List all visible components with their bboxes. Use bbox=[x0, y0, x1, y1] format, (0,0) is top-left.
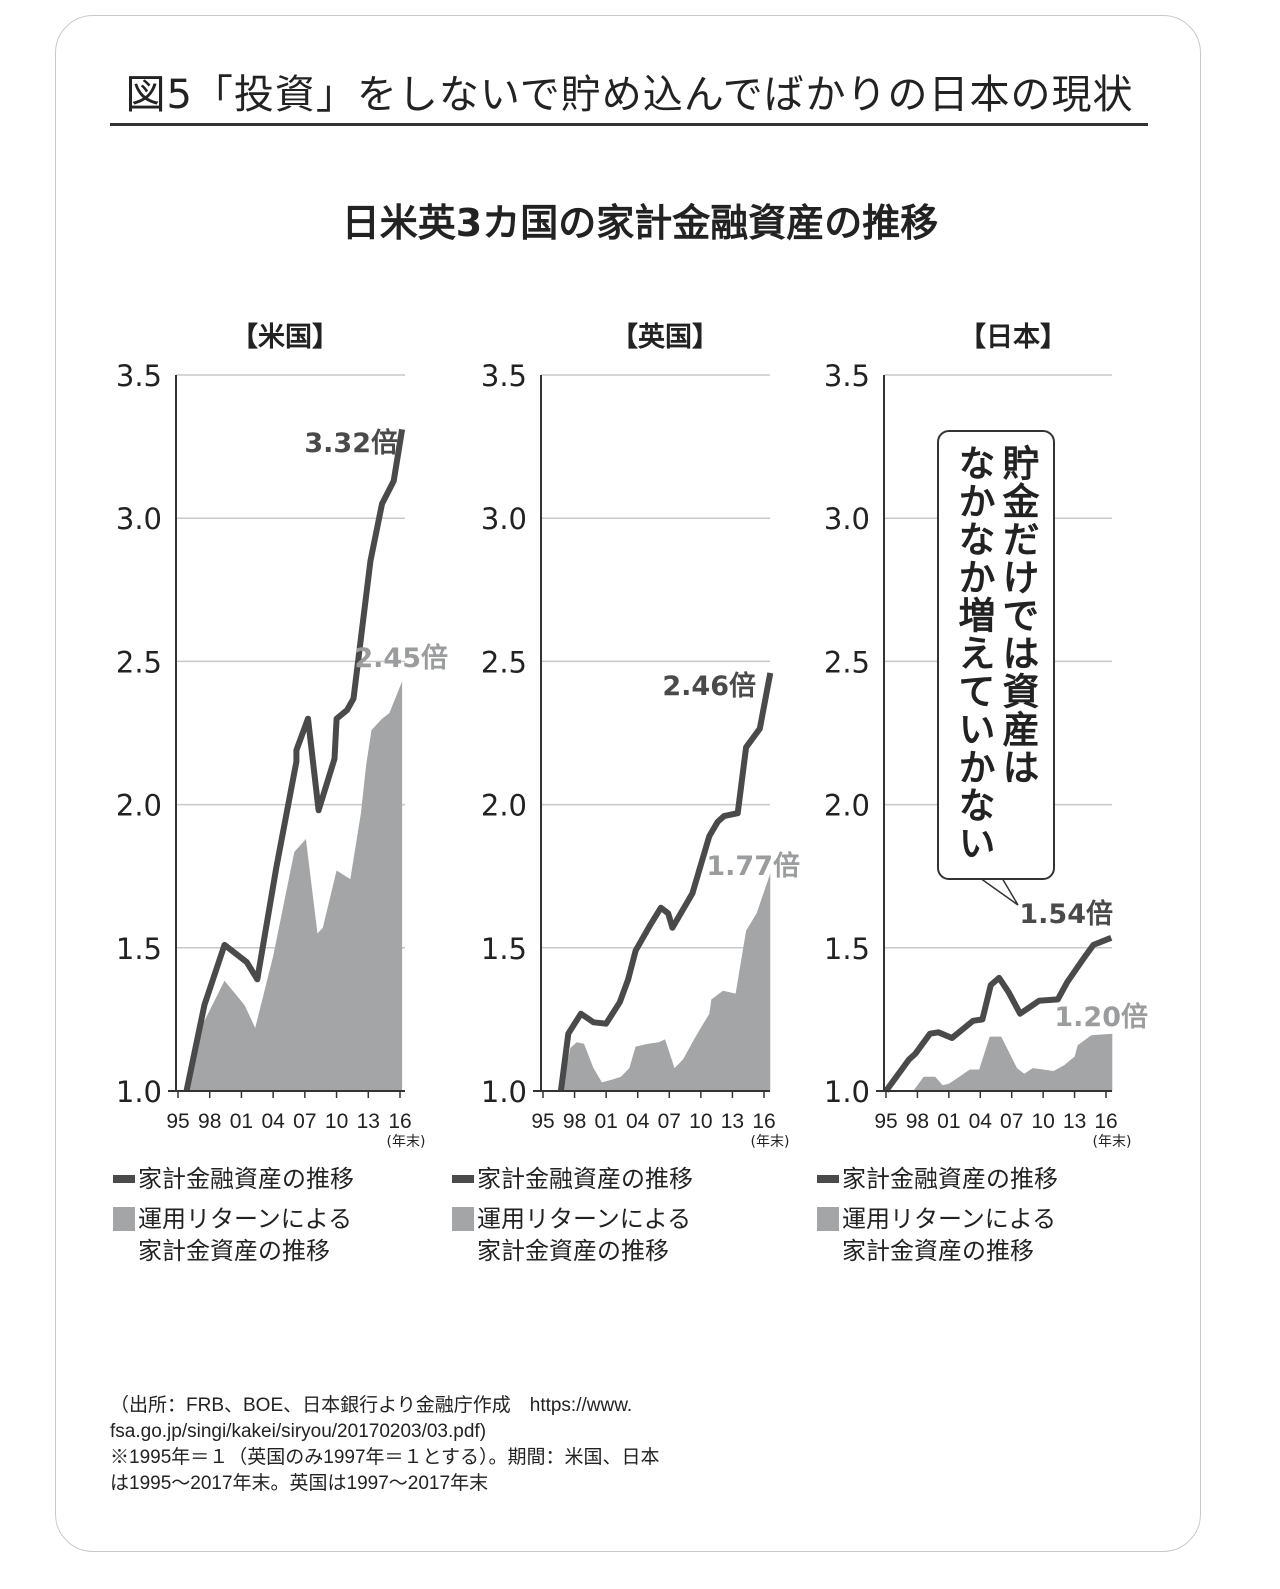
line-series-uk bbox=[557, 672, 774, 1092]
callout-line-1: 貯金だけでは資産は bbox=[996, 444, 1039, 786]
y-tick-label: 1.5 bbox=[481, 932, 527, 966]
line-series-jp bbox=[883, 935, 1113, 1093]
legend-line-swatch bbox=[113, 1175, 135, 1183]
legend-area-swatch bbox=[113, 1207, 135, 1231]
area-series-jp bbox=[913, 1033, 1113, 1091]
source-note: （出所：FRB、BOE、日本銀行より金融庁作成 https://www. fsa… bbox=[110, 1393, 659, 1497]
line-end-label: 1.54倍 bbox=[1019, 898, 1113, 930]
x-tick-label: 16 bbox=[752, 1110, 775, 1133]
y-tick-label: 3.0 bbox=[116, 502, 162, 536]
callout-tail bbox=[979, 877, 1019, 906]
legend-line-label: 家計金融資産の推移 bbox=[842, 1165, 1058, 1193]
y-tick-label: 1.0 bbox=[481, 1075, 527, 1109]
y-tick-label: 2.5 bbox=[116, 645, 162, 679]
y-tick-label: 1.0 bbox=[116, 1075, 162, 1109]
chart-subtitle: 日米英3カ国の家計金融資産の推移 bbox=[341, 201, 939, 245]
callout-line-2: なかなか増えていかない bbox=[952, 444, 995, 862]
line-end-label: 2.46倍 bbox=[662, 670, 756, 702]
y-tick-label: 2.0 bbox=[824, 789, 870, 823]
figure-title: 図5「投資」をしないで貯め込んでばかりの日本の現状 bbox=[125, 72, 1134, 118]
y-tick-label: 2.0 bbox=[481, 789, 527, 823]
x-tick-label: 04 bbox=[261, 1110, 285, 1133]
x-tick-label: 01 bbox=[594, 1110, 617, 1133]
y-tick-label: 3.5 bbox=[116, 359, 162, 393]
legend-area-label-2: 家計金資産の推移 bbox=[477, 1237, 669, 1265]
y-tick-label: 3.0 bbox=[481, 502, 527, 536]
x-tick-label: 13 bbox=[721, 1110, 744, 1133]
y-tick-label: 3.0 bbox=[824, 502, 870, 536]
x-tick-label: 07 bbox=[658, 1110, 681, 1133]
source-line: ※1995年＝１（英国のみ1997年＝１とする）。期間：米国、日本 bbox=[110, 1447, 660, 1468]
callout-text: 貯金だけでは資産は なかなか増えていかない bbox=[951, 444, 1039, 862]
legend-area-label-2: 家計金資産の推移 bbox=[842, 1237, 1034, 1265]
x-tick-label: 10 bbox=[325, 1110, 348, 1133]
legend-area-label: 運用リターンによる bbox=[477, 1205, 692, 1233]
x-unit-label: (年末) bbox=[751, 1134, 790, 1150]
x-tick-label: 16 bbox=[388, 1110, 411, 1133]
x-tick-label: 98 bbox=[198, 1110, 221, 1133]
legend-line-label: 家計金融資産の推移 bbox=[477, 1165, 693, 1193]
x-tick-label: 04 bbox=[969, 1110, 993, 1133]
x-tick-label: 01 bbox=[230, 1110, 253, 1133]
x-tick-label: 95 bbox=[531, 1110, 554, 1133]
y-tick-label: 3.5 bbox=[481, 359, 527, 393]
source-line: fsa.go.jp/singi/kakei/siryou/20170203/03… bbox=[110, 1421, 487, 1442]
source-line: （出所：FRB、BOE、日本銀行より金融庁作成 https://www. bbox=[110, 1395, 633, 1416]
line-end-label: 3.32倍 bbox=[304, 427, 398, 459]
x-tick-label: 13 bbox=[1063, 1110, 1086, 1133]
y-tick-label: 1.0 bbox=[824, 1075, 870, 1109]
x-tick-label: 10 bbox=[689, 1110, 712, 1133]
legend-uk: 家計金融資産の推移 運用リターンによる 家計金資産の推移 bbox=[452, 1163, 693, 1267]
legend-area-label: 運用リターンによる bbox=[138, 1205, 353, 1233]
y-tick-label: 1.5 bbox=[116, 932, 162, 966]
x-tick-label: 16 bbox=[1094, 1110, 1117, 1133]
y-tick-label: 2.5 bbox=[824, 645, 870, 679]
x-tick-label: 10 bbox=[1031, 1110, 1054, 1133]
source-line: は1995～2017年末。英国は1997～2017年末 bbox=[110, 1473, 489, 1494]
panel-title-us: 【米国】 bbox=[231, 322, 339, 353]
title-divider bbox=[110, 123, 1148, 126]
x-tick-label: 07 bbox=[1000, 1110, 1023, 1133]
x-tick-label: 13 bbox=[357, 1110, 380, 1133]
callout-bubble: 貯金だけでは資産は なかなか増えていかない bbox=[937, 430, 1055, 880]
legend-us: 家計金融資産の推移 運用リターンによる 家計金資産の推移 bbox=[113, 1163, 354, 1267]
x-tick-label: 98 bbox=[563, 1110, 586, 1133]
legend-line-swatch bbox=[817, 1175, 839, 1183]
legend-area-label-2: 家計金資産の推移 bbox=[138, 1237, 330, 1265]
legend-area-swatch bbox=[452, 1207, 474, 1231]
y-tick-label: 2.0 bbox=[116, 789, 162, 823]
legend-area-label: 運用リターンによる bbox=[842, 1205, 1057, 1233]
x-tick-label: 07 bbox=[293, 1110, 316, 1133]
legend-area-swatch bbox=[817, 1207, 839, 1231]
x-tick-label: 98 bbox=[906, 1110, 929, 1133]
area-end-label: 1.20倍 bbox=[1054, 1001, 1148, 1033]
figure-card bbox=[55, 15, 1201, 1552]
x-tick-label: 01 bbox=[937, 1110, 960, 1133]
legend-jp: 家計金融資産の推移 運用リターンによる 家計金資産の推移 bbox=[817, 1163, 1058, 1267]
x-tick-label: 04 bbox=[626, 1110, 650, 1133]
x-unit-label: (年末) bbox=[387, 1134, 426, 1150]
area-series-us bbox=[186, 681, 403, 1091]
x-tick-label: 95 bbox=[166, 1110, 189, 1133]
panel-title-uk: 【英国】 bbox=[611, 322, 719, 353]
panel-title-jp: 【日本】 bbox=[959, 322, 1067, 353]
line-series-us bbox=[183, 428, 406, 1092]
legend-line-label: 家計金融資産の推移 bbox=[138, 1165, 354, 1193]
area-series-uk bbox=[560, 873, 771, 1091]
x-unit-label: (年末) bbox=[1093, 1134, 1132, 1150]
area-end-label: 1.77倍 bbox=[706, 850, 800, 882]
y-tick-label: 3.5 bbox=[824, 359, 870, 393]
y-tick-label: 2.5 bbox=[481, 645, 527, 679]
x-tick-label: 95 bbox=[874, 1110, 897, 1133]
legend-line-swatch bbox=[452, 1175, 474, 1183]
y-tick-label: 1.5 bbox=[824, 932, 870, 966]
area-end-label: 2.45倍 bbox=[354, 642, 448, 674]
